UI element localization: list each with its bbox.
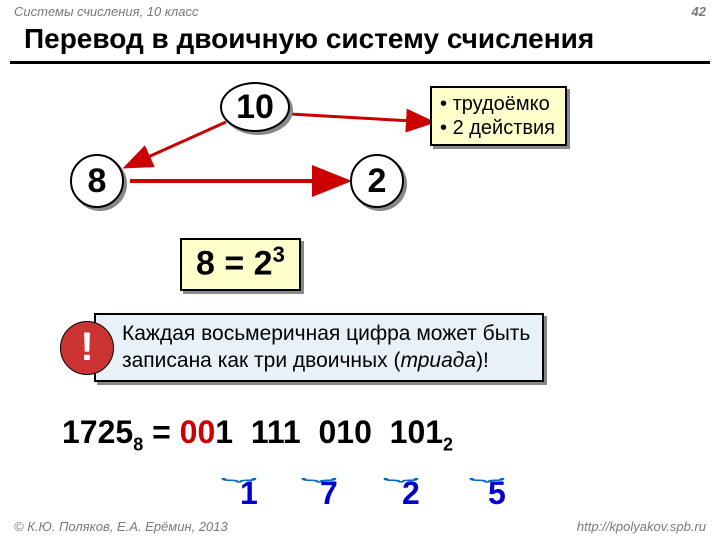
conv-right-sub: 2 [443, 434, 453, 454]
info-box: Каждая восьмеричная цифра может быть зап… [94, 313, 544, 382]
triad-1a: 00 [180, 414, 216, 450]
footer-url: http://kpolyakov.spb.ru [577, 519, 706, 534]
copyright: © К.Ю. Поляков, Е.А. Ерёмин, 2013 [14, 519, 228, 534]
note-line-1: трудоёмко [453, 93, 550, 115]
digit-below-1: 1 [240, 475, 258, 512]
triad-2: 111 [251, 414, 301, 450]
triad-braces: ⏟ ⏟ ⏟ ⏟ 1 7 2 5 [212, 453, 720, 513]
footer: © К.Ю. Поляков, Е.А. Ерёмин, 2013 http:/… [0, 519, 720, 534]
conversion-diagram: 10 8 2 • трудоёмко • 2 действия [0, 82, 720, 232]
triad-1b: 1 [215, 414, 233, 450]
node-base-2: 2 [350, 154, 404, 208]
digit-below-4: 5 [488, 475, 506, 512]
note-box: • трудоёмко • 2 действия [430, 86, 567, 146]
info-row: ! Каждая восьмеричная цифра может быть з… [60, 313, 680, 382]
info-text-b: записана как три двоичных ( [122, 349, 400, 372]
digit-below-3: 2 [402, 475, 420, 512]
triad-4: 101 [390, 414, 443, 450]
conv-left-sub: 8 [133, 434, 143, 454]
conv-left-num: 1725 [62, 414, 133, 450]
equation-box: 8 = 23 [180, 238, 301, 291]
slide-title: Перевод в двоичную систему счисления [10, 21, 710, 64]
page-number: 42 [692, 4, 706, 19]
digit-below-2: 7 [320, 475, 338, 512]
node-base-10: 10 [220, 82, 290, 132]
info-text-a: Каждая восьмеричная цифра может быть [122, 322, 530, 345]
info-em: триада [400, 349, 476, 372]
conv-eq: = [143, 414, 179, 450]
triad-3: 010 [318, 414, 371, 450]
equation-lhs: 8 = 2 [196, 244, 273, 282]
equation-exp: 3 [273, 242, 285, 267]
note-line-2: 2 действия [453, 117, 555, 139]
course-label: Системы счисления, 10 класс [14, 4, 199, 19]
node-base-8: 8 [70, 154, 124, 208]
conversion-example: 17258 = 001 111 010 1012 [62, 414, 720, 455]
exclamation-icon: ! [60, 321, 114, 375]
info-text-c: )! [476, 349, 489, 372]
